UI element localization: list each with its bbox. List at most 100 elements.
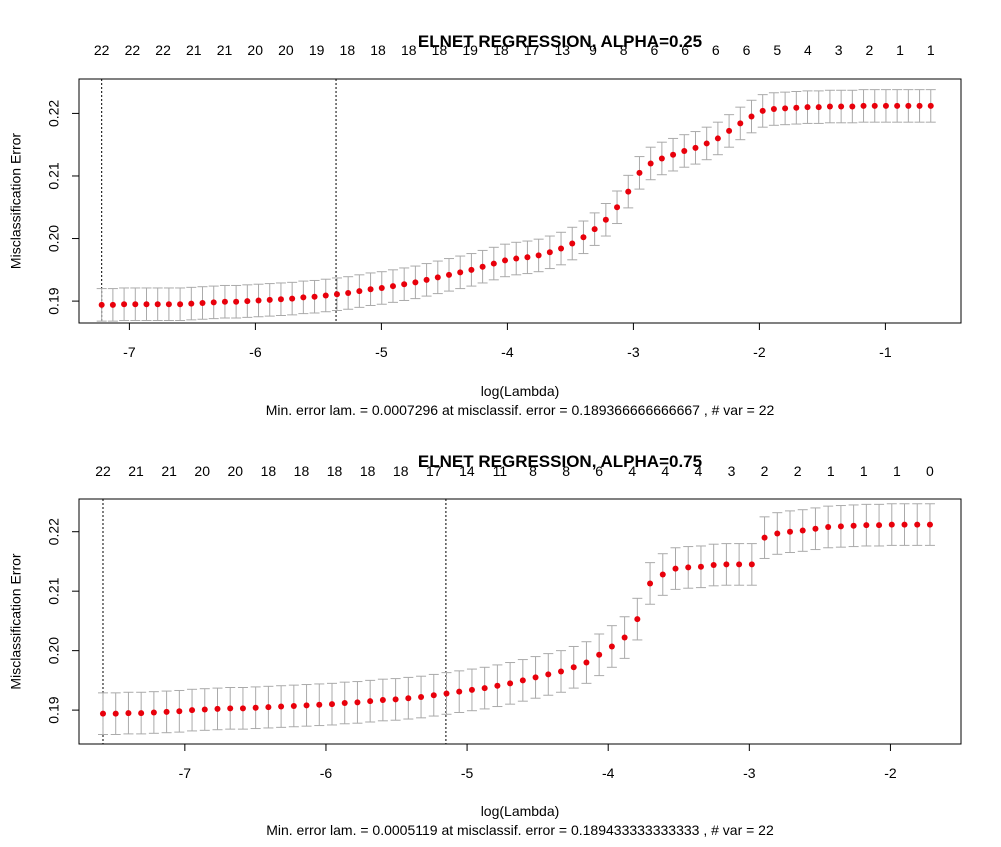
panel1-data-point xyxy=(826,103,833,110)
panel1-top-axis-label: 18 xyxy=(401,42,417,58)
panel2-x-tick-label: -6 xyxy=(320,765,333,781)
panel1-data-point xyxy=(670,151,677,158)
panel1-top-axis-label: 6 xyxy=(743,42,751,58)
panel2-data-point xyxy=(621,634,628,641)
panel2-x-tick-label: -7 xyxy=(179,765,192,781)
panel2-top-axis-label: 4 xyxy=(628,463,636,479)
panel1-top-axis-label: 1 xyxy=(896,42,904,58)
panel1-data-point xyxy=(849,103,856,110)
panel1-data-point xyxy=(266,296,273,303)
panel1-data-point xyxy=(636,169,643,176)
panel2-data-point xyxy=(825,523,832,530)
panel1-data-point xyxy=(356,288,363,295)
panel1-data-point xyxy=(311,293,318,300)
panel2-data-point xyxy=(634,616,641,623)
panel1-top-axis-label: 6 xyxy=(681,42,689,58)
panel1-y-axis-label: Misclassification Error xyxy=(8,133,24,269)
panel2-data-point xyxy=(405,695,412,702)
panel2-data-point xyxy=(596,651,603,658)
panel1-top-axis-label: 4 xyxy=(804,42,812,58)
panel1-data-point xyxy=(221,298,228,305)
panel1-data-point xyxy=(726,127,733,134)
panel2-top-axis-label: 18 xyxy=(360,463,376,479)
panel1-data-point xyxy=(513,255,520,262)
panel1-x-tick-label: -7 xyxy=(123,344,136,360)
panel2-data-point xyxy=(926,521,933,528)
panel1-data-point xyxy=(658,155,665,162)
panel2-x-tick-label: -3 xyxy=(743,765,756,781)
panel2-top-axis-label: 4 xyxy=(661,463,669,479)
panel2-x-axis-label: log(Lambda) xyxy=(481,803,560,819)
panel2-top-axis-label: 2 xyxy=(761,463,769,479)
panel1-data-point xyxy=(625,188,632,195)
panel2-data-point xyxy=(863,522,870,529)
panel2-data-point xyxy=(125,710,132,717)
panel2-top-axis-label: 18 xyxy=(327,463,343,479)
panel2-top-axis-label: 6 xyxy=(595,463,603,479)
panel2-y-axis-label: Misclassification Error xyxy=(8,553,24,689)
panel1-y-tick-label: 0.21 xyxy=(46,162,62,189)
panel2-data-point xyxy=(519,677,526,684)
panel1-x-tick-label: -6 xyxy=(249,344,262,360)
panel1-data-point xyxy=(714,135,721,142)
panel2-top-axis-label: 18 xyxy=(294,463,310,479)
panel2-top-axis-label: 18 xyxy=(261,463,277,479)
panel1-x-tick-label: -5 xyxy=(375,344,388,360)
panel2-data-point xyxy=(328,701,335,708)
panel2-data-point xyxy=(558,668,565,675)
panel2-data-point xyxy=(418,694,425,701)
panel2-top-axis-label: 18 xyxy=(393,463,409,479)
panel2-data-point xyxy=(265,704,272,711)
panel1-data-point xyxy=(165,301,172,308)
panel1-data-point xyxy=(412,279,419,286)
panel1-top-axis-label: 22 xyxy=(155,42,171,58)
panel2-data-point xyxy=(837,523,844,530)
panel1-data-point xyxy=(759,107,766,114)
panel1-top-axis-label: 21 xyxy=(217,42,233,58)
panel1-data-point xyxy=(490,260,497,267)
panel1-x-tick-label: -4 xyxy=(501,344,514,360)
panel2-plot-frame xyxy=(78,498,962,745)
panel1-data-point xyxy=(233,298,240,305)
panel2-data-point xyxy=(494,682,501,689)
panel1-top-axis-label: 5 xyxy=(773,42,781,58)
panel1-data-point xyxy=(345,289,352,296)
panel1-data-point xyxy=(804,104,811,111)
panel2-data-point xyxy=(876,522,883,529)
panel2-data-point xyxy=(214,705,221,712)
panel2-data-point xyxy=(430,692,437,699)
panel1-data-point xyxy=(546,249,553,256)
panel1-top-axis-label: 18 xyxy=(340,42,356,58)
panel2-data-point xyxy=(163,708,170,715)
panel1-top-axis-label: 19 xyxy=(462,42,478,58)
panel1-top-axis-label: 20 xyxy=(247,42,263,58)
panel2-data-point xyxy=(392,696,399,703)
panel1-data-point xyxy=(770,106,777,113)
panel2-data-point xyxy=(774,530,781,537)
panel2-data-point xyxy=(812,525,819,532)
panel2-top-axis-label: 20 xyxy=(194,463,210,479)
panel1-top-axis-label: 1 xyxy=(927,42,935,58)
panel1-data-point xyxy=(871,102,878,109)
panel2-data-point xyxy=(583,659,590,666)
panel1-data-point xyxy=(434,274,441,281)
panel1-data-point xyxy=(423,276,430,283)
panel2-data-point xyxy=(303,702,310,709)
panel2-data-point xyxy=(252,704,259,711)
panel1-top-axis-label: 13 xyxy=(554,42,570,58)
panel2-data-point xyxy=(354,699,361,706)
panel2-data-point xyxy=(570,664,577,671)
panel1-data-point xyxy=(860,102,867,109)
panel1-data-point xyxy=(121,301,128,308)
panel1-x-tick-label: -2 xyxy=(753,344,766,360)
panel1-top-axis-label: 6 xyxy=(712,42,720,58)
panel1-data-point xyxy=(748,113,755,120)
panel1-data-point xyxy=(401,281,408,288)
panel1-top-axis-label: 22 xyxy=(94,42,110,58)
panel1-data-point xyxy=(244,298,251,305)
panel2-data-point xyxy=(290,702,297,709)
panel2-data-point xyxy=(697,563,704,570)
panel2-top-axis-label: 3 xyxy=(728,463,736,479)
panel1-y-tick-label: 0.19 xyxy=(46,287,62,314)
